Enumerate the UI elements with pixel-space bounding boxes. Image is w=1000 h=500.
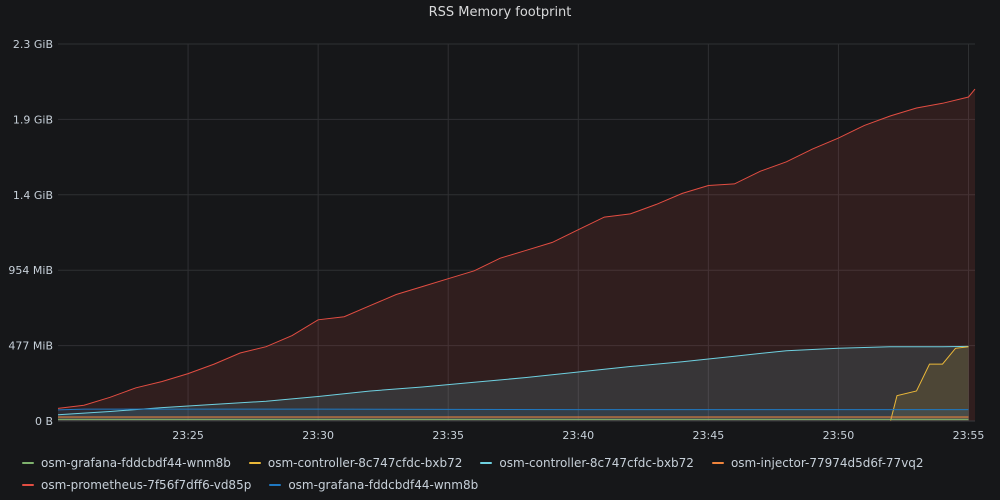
x-axis: 23:25 23:30 23:35 23:40 23:45 23:50 23:55	[58, 420, 985, 442]
series-line[interactable]	[57, 88, 976, 409]
y-tick-label: 954 MiB	[8, 264, 53, 277]
series-area	[58, 346, 969, 421]
y-tick-label: 2.3 GiB	[13, 38, 53, 51]
legend-swatch	[480, 462, 493, 464]
legend-label: osm-grafana-fddcbdf44-wnm8b	[288, 478, 479, 492]
legend-swatch	[22, 484, 34, 486]
y-tick-label: 1.9 GiB	[13, 113, 53, 126]
x-tick-label: 23:40	[562, 429, 594, 442]
series-line[interactable]	[57, 345, 969, 416]
legend-row: osm-grafana-fddcbdf44-wnm8b osm-controlle…	[22, 452, 982, 474]
x-tick-label: 23:50	[823, 429, 855, 442]
legend-item[interactable]: osm-prometheus-7f56f7dff6-vd85p	[22, 478, 251, 492]
legend-item[interactable]: osm-controller-8c747cfdc-bxb72	[248, 456, 463, 470]
series-area	[58, 409, 969, 421]
x-tick-label: 23:30	[302, 429, 334, 442]
chart-svg[interactable]: 0 B 477 MiB 954 MiB 1.4 GiB 1.9 GiB 2.3 GiB 2…	[0, 0, 1000, 450]
y-axis: 0 B 477 MiB 954 MiB 1.4 GiB 1.9 GiB 2.3 GiB	[8, 38, 53, 428]
y-tick-label: 0 B	[35, 415, 53, 428]
legend-item[interactable]: osm-controller-8c747cfdc-bxb72	[480, 456, 694, 470]
legend-swatch	[711, 462, 724, 464]
y-tick-label: 1.4 GiB	[13, 189, 53, 202]
x-tick-label: 23:25	[172, 429, 204, 442]
legend-item[interactable]: osm-injector-77974d5d6f-77vq2	[711, 456, 924, 470]
legend: osm-grafana-fddcbdf44-wnm8b osm-controlle…	[22, 452, 982, 496]
legend-label: osm-prometheus-7f56f7dff6-vd85p	[41, 478, 252, 492]
legend-label: osm-injector-77974d5d6f-77vq2	[730, 456, 924, 470]
legend-swatch	[248, 462, 261, 464]
legend-label: osm-controller-8c747cfdc-bxb72	[267, 456, 463, 470]
x-tick-label: 23:35	[432, 429, 464, 442]
legend-swatch	[269, 484, 282, 486]
legend-row: osm-prometheus-7f56f7dff6-vd85p osm-grafa…	[22, 474, 982, 496]
legend-label: osm-controller-8c747cfdc-bxb72	[499, 456, 694, 470]
legend-item[interactable]: osm-grafana-fddcbdf44-wnm8b	[269, 478, 478, 492]
legend-label: osm-grafana-fddcbdf44-wnm8b	[41, 456, 231, 470]
series-lines	[57, 88, 976, 422]
x-tick-label: 23:55	[953, 429, 985, 442]
legend-item[interactable]: osm-grafana-fddcbdf44-wnm8b	[22, 456, 231, 470]
x-tick-label: 23:45	[693, 429, 725, 442]
y-tick-label: 477 MiB	[8, 340, 53, 353]
panel-title[interactable]: RSS Memory footprint	[428, 5, 572, 20]
series-line[interactable]	[57, 408, 969, 411]
legend-swatch	[22, 462, 34, 464]
